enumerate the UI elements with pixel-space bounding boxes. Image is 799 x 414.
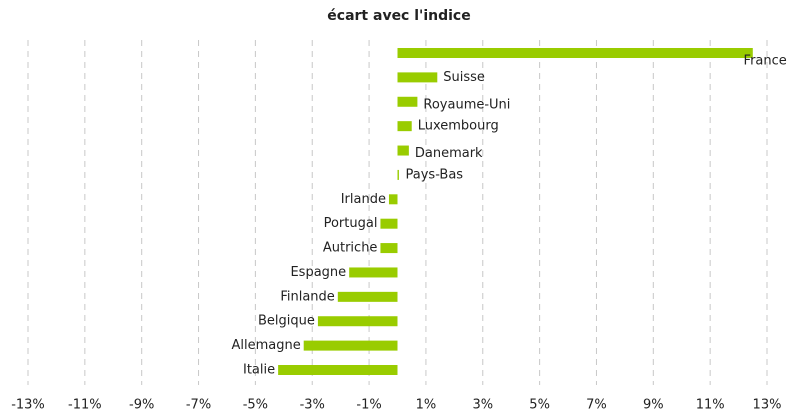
bar bbox=[397, 72, 438, 83]
bar bbox=[397, 121, 412, 132]
bar bbox=[380, 218, 398, 229]
bar-label: Irlande bbox=[341, 192, 386, 207]
bar-label: Belgique bbox=[258, 314, 315, 329]
x-tick-label: 1% bbox=[416, 398, 437, 413]
bar bbox=[397, 48, 753, 58]
bar-label: Finlande bbox=[280, 289, 334, 304]
x-tick-label: -3% bbox=[300, 398, 325, 413]
bar-label: Royaume-Uni bbox=[423, 97, 510, 112]
bar-label: Luxembourg bbox=[418, 119, 499, 134]
bar bbox=[388, 194, 398, 205]
bar-label: Espagne bbox=[290, 265, 346, 280]
bar bbox=[278, 365, 398, 375]
x-tick-label: -9% bbox=[129, 398, 154, 413]
x-tick-label: 11% bbox=[696, 398, 725, 413]
bar bbox=[337, 291, 398, 302]
x-tick-label: 9% bbox=[643, 398, 664, 413]
x-tick-label: -5% bbox=[243, 398, 268, 413]
bar-label: Suisse bbox=[443, 70, 485, 85]
bar bbox=[397, 169, 399, 180]
bar-label: Portugal bbox=[324, 216, 378, 231]
x-tick-label: 3% bbox=[472, 398, 493, 413]
x-tick-label: -11% bbox=[68, 398, 102, 413]
x-tick-label: -13% bbox=[11, 398, 45, 413]
x-tick-label: -1% bbox=[356, 398, 381, 413]
bar bbox=[303, 340, 398, 351]
bar-label: Pays-Bas bbox=[406, 167, 464, 182]
bar bbox=[397, 145, 409, 156]
bar-label: Danemark bbox=[415, 146, 483, 161]
bar bbox=[397, 96, 418, 107]
bar-label: Autriche bbox=[323, 241, 378, 256]
x-tick-label: 7% bbox=[586, 398, 607, 413]
x-tick-label: 13% bbox=[753, 398, 782, 413]
bar-label: Allemagne bbox=[231, 338, 300, 353]
x-tick-label: 5% bbox=[529, 398, 550, 413]
bar bbox=[380, 243, 398, 254]
chart-title: écart avec l'indice bbox=[327, 8, 470, 24]
bar bbox=[349, 267, 398, 278]
x-tick-label: -7% bbox=[186, 398, 211, 413]
bar-label: Italie bbox=[243, 363, 275, 378]
bar bbox=[317, 316, 398, 327]
bar-label: France bbox=[744, 54, 787, 69]
